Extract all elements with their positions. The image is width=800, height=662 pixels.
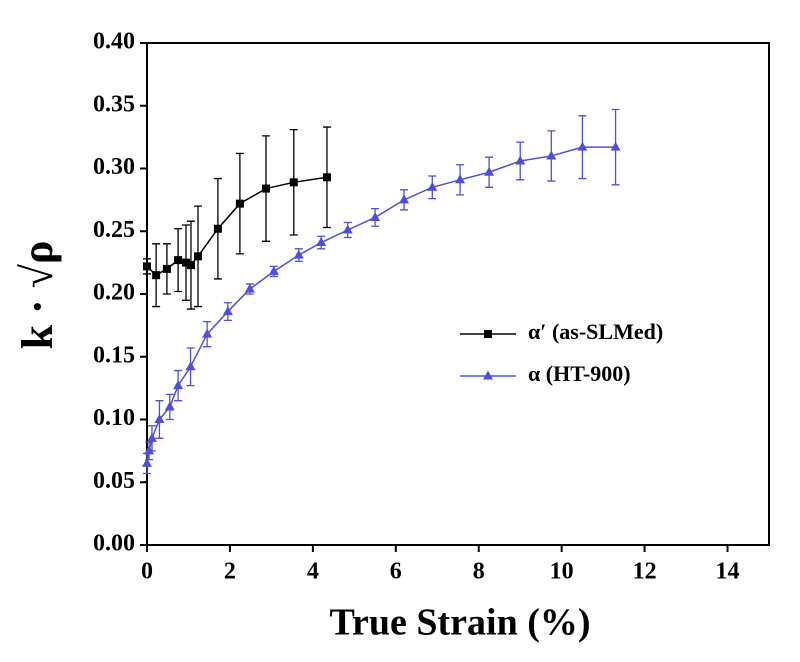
marker xyxy=(399,194,410,204)
y-tick-label: 0.10 xyxy=(93,405,135,431)
marker xyxy=(484,166,495,176)
marker xyxy=(370,211,381,221)
marker xyxy=(194,252,203,261)
y-tick-label: 0.15 xyxy=(93,342,135,368)
marker xyxy=(152,271,161,280)
y-tick-label: 0.00 xyxy=(93,531,135,557)
marker xyxy=(289,178,298,187)
marker xyxy=(142,457,152,467)
marker xyxy=(515,155,526,165)
legend-marker xyxy=(484,330,492,338)
marker xyxy=(164,401,175,411)
marker xyxy=(174,256,183,265)
marker xyxy=(213,224,222,233)
marker xyxy=(316,237,327,247)
marker xyxy=(455,174,466,184)
legend-label: α′ (as-SLMed) xyxy=(528,319,663,344)
marker xyxy=(144,445,155,455)
marker xyxy=(322,173,331,182)
marker xyxy=(186,261,195,270)
marker xyxy=(244,283,255,293)
marker xyxy=(235,199,244,208)
marker xyxy=(143,262,151,271)
x-axis-title: True Strain (%) xyxy=(329,602,590,644)
marker xyxy=(181,258,190,267)
y-tick-label: 0.20 xyxy=(93,280,135,306)
y-tick-label: 0.40 xyxy=(93,29,135,55)
legend-label: α (HT-900) xyxy=(528,361,631,386)
marker xyxy=(546,150,557,160)
y-tick-label: 0.05 xyxy=(93,468,135,494)
marker xyxy=(202,328,213,338)
x-tick-label: 12 xyxy=(633,559,657,585)
marker xyxy=(427,181,438,191)
marker xyxy=(262,184,271,193)
marker xyxy=(162,264,171,273)
y-tick-label: 0.25 xyxy=(93,217,135,243)
marker xyxy=(154,414,165,423)
x-tick-label: 6 xyxy=(390,559,402,585)
y-tick-label: 0.35 xyxy=(93,91,135,117)
series-line xyxy=(146,176,328,277)
x-tick-label: 14 xyxy=(716,559,740,585)
marker xyxy=(222,306,233,316)
x-tick-label: 0 xyxy=(141,559,153,585)
y-tick-label: 0.30 xyxy=(93,154,135,180)
x-tick-label: 8 xyxy=(473,559,485,585)
marker xyxy=(342,224,353,234)
marker xyxy=(293,249,304,259)
legend-marker xyxy=(483,370,493,380)
x-tick-label: 10 xyxy=(550,559,574,585)
marker xyxy=(146,432,157,442)
y-axis-title: k · √ρ xyxy=(13,241,62,350)
plot-frame xyxy=(146,42,770,546)
marker xyxy=(610,141,621,151)
marker xyxy=(185,361,196,371)
marker xyxy=(173,380,184,390)
marker xyxy=(268,265,279,275)
x-tick-label: 4 xyxy=(307,559,319,585)
x-tick-label: 2 xyxy=(224,559,236,585)
marker xyxy=(577,141,588,151)
